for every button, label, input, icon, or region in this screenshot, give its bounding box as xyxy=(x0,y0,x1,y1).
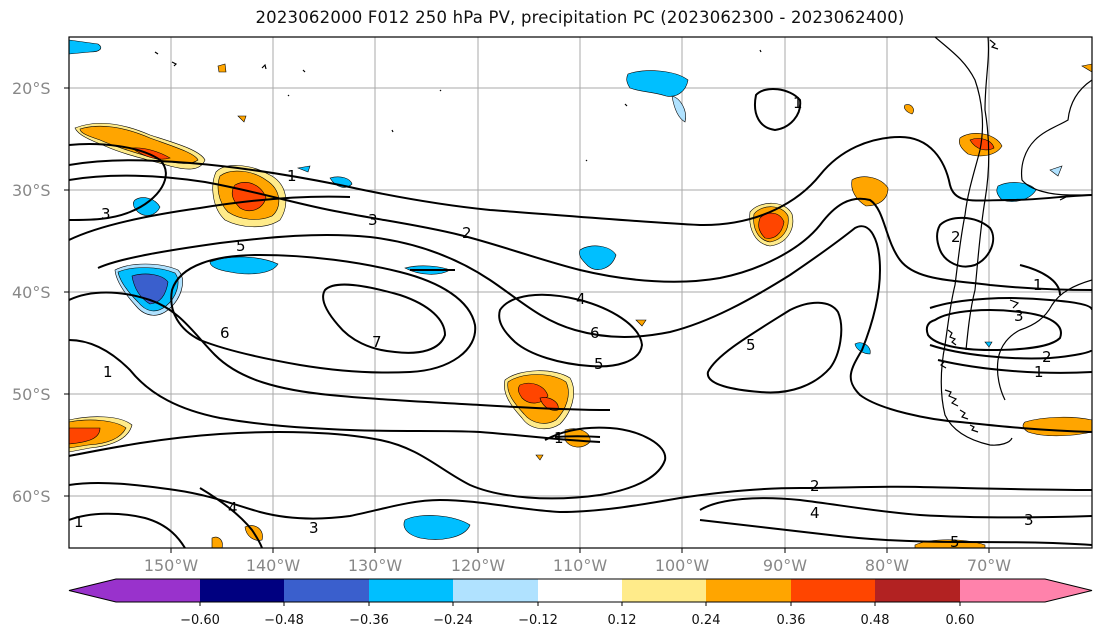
contour-label: 3 xyxy=(1014,307,1024,325)
lat-label: 30°S xyxy=(12,181,51,200)
colorbar-outline xyxy=(68,578,1093,603)
contour-label: 1 xyxy=(1034,363,1044,381)
contour-label: 2 xyxy=(462,224,472,242)
colorbar-segment xyxy=(875,579,960,602)
lon-label: 150°W xyxy=(144,556,199,575)
colorbar-tick-label: 0.60 xyxy=(946,613,975,628)
south-america-coastline xyxy=(934,37,1092,446)
lon-label: 100°W xyxy=(655,556,710,575)
contour-label: 3 xyxy=(1024,511,1034,529)
tick-marks xyxy=(64,87,990,553)
contour-label: 5 xyxy=(746,336,756,354)
colorbar xyxy=(68,578,1093,606)
colorbar-segment xyxy=(622,579,706,602)
colorbar-extend-high xyxy=(1045,579,1092,602)
contour-label: 1 xyxy=(103,363,113,381)
map-title: 2023062000 F012 250 hPa PV, precipitatio… xyxy=(255,8,905,27)
colorbar-tick-label: −0.36 xyxy=(349,613,389,628)
contour-label: 4 xyxy=(228,499,238,517)
lon-label: 80°W xyxy=(865,556,909,575)
colorbar-tick-label: 0.36 xyxy=(777,613,806,628)
lon-label: 130°W xyxy=(348,556,403,575)
contour-label: 3 xyxy=(309,519,319,537)
colorbar-tick-label: −0.12 xyxy=(518,613,558,628)
contour-label: 5 xyxy=(236,237,246,255)
contour-label: 6 xyxy=(220,324,230,342)
lon-label: 70°W xyxy=(967,556,1011,575)
colorbar-segment xyxy=(960,579,1045,602)
colorbar-tick-labels: −0.60 −0.48 −0.36 −0.24 −0.12 0.12 0.24 … xyxy=(180,613,974,628)
contour-label: 1 xyxy=(1033,276,1043,294)
lon-label: 110°W xyxy=(553,556,608,575)
contour-label: 2 xyxy=(810,477,820,495)
contour-label: 1 xyxy=(554,429,564,447)
contour-labels: 1 3 3 2 5 6 7 4 6 5 5 1 2 4 3 1 2 3 2 1 … xyxy=(74,94,1052,551)
island-coastlines xyxy=(154,49,762,162)
contour-label: 7 xyxy=(372,333,382,351)
lat-label: 40°S xyxy=(12,283,51,302)
colorbar-extend-low xyxy=(69,579,116,602)
colorbar-tick-label: −0.60 xyxy=(180,613,220,628)
colorbar-segment xyxy=(706,579,791,602)
colorbar-segment xyxy=(200,579,284,602)
contour-label: 1 xyxy=(287,167,297,185)
colorbar-tick-label: 0.48 xyxy=(861,613,890,628)
colorbar-tick-label: 0.12 xyxy=(608,613,637,628)
contour-label: 5 xyxy=(594,355,604,373)
lon-label: 140°W xyxy=(246,556,301,575)
precipitation-shading xyxy=(69,39,1092,548)
contour-label: 2 xyxy=(1042,348,1052,366)
colorbar-segment xyxy=(116,579,200,602)
latitude-labels: 20°S 30°S 40°S 50°S 60°S xyxy=(12,79,51,506)
contour-label: 1 xyxy=(74,513,84,531)
colorbar-segment xyxy=(284,579,369,602)
longitude-labels: 150°W 140°W 130°W 120°W 110°W 100°W 90°W… xyxy=(144,556,1011,575)
pv-contours xyxy=(69,88,1092,548)
contour-label: 5 xyxy=(950,533,960,551)
lon-label: 90°W xyxy=(763,556,807,575)
colorbar-segment xyxy=(538,579,622,602)
lon-label: 120°W xyxy=(451,556,506,575)
lat-label: 50°S xyxy=(12,385,51,404)
colorbar-segment xyxy=(453,579,538,602)
colorbar-segment xyxy=(791,579,875,602)
contour-label: 4 xyxy=(810,504,820,522)
colorbar-tick-label: −0.24 xyxy=(433,613,473,628)
contour-label: 1 xyxy=(793,94,803,112)
contour-label: 6 xyxy=(590,324,600,342)
colorbar-tick-label: 0.24 xyxy=(692,613,721,628)
contour-label: 4 xyxy=(576,290,586,308)
contour-label: 3 xyxy=(368,211,378,229)
contour-label: 2 xyxy=(951,228,961,246)
colorbar-tick-label: −0.48 xyxy=(264,613,304,628)
lat-label: 20°S xyxy=(12,79,51,98)
lat-label: 60°S xyxy=(12,487,51,506)
contour-label: 3 xyxy=(101,205,111,223)
colorbar-segment xyxy=(369,579,453,602)
